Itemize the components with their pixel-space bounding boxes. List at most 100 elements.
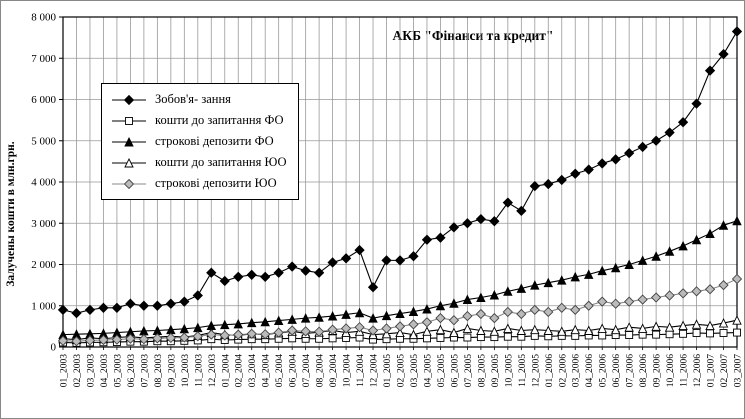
series-marker [462, 323, 473, 333]
series-marker [718, 318, 729, 328]
series-marker [300, 313, 311, 323]
series-marker [395, 327, 405, 338]
series-marker [597, 158, 608, 169]
series-marker [422, 326, 432, 336]
series-marker [624, 259, 634, 269]
series-marker [476, 325, 486, 335]
series-marker [583, 269, 594, 279]
series-marker [650, 292, 662, 303]
series-marker [206, 267, 217, 278]
x-tick-label: 08_2005 [477, 354, 487, 388]
series-marker [624, 322, 634, 332]
series-marker [138, 334, 150, 345]
series-marker [652, 330, 661, 339]
legend-sample-svg [112, 136, 146, 146]
series-marker [489, 290, 500, 300]
series-marker [597, 265, 607, 276]
series-marker [354, 307, 365, 318]
series-marker [516, 308, 527, 320]
legend-label: Зобов'я- зання [155, 92, 231, 106]
series-marker [138, 300, 150, 311]
x-tick-label: 01_2007 [707, 354, 717, 388]
series-marker [462, 294, 473, 305]
legend-sample-marker [124, 136, 134, 146]
series-marker [732, 215, 742, 226]
legend-item: строкові депозити ЮО [111, 173, 286, 194]
legend-sample-svg [112, 94, 146, 105]
chart-title: АКБ "Фінанси та кредит" [393, 28, 554, 43]
series-marker [328, 334, 337, 343]
series-marker [233, 329, 244, 340]
x-tick-label: 02_2006 [558, 354, 568, 388]
series-marker [165, 298, 176, 309]
series-marker [125, 333, 136, 344]
series-marker [287, 261, 298, 272]
series-marker [449, 298, 459, 308]
y-tick-label: 3 000 [31, 218, 56, 230]
series-marker [421, 317, 433, 328]
series-marker [651, 251, 661, 261]
series-marker [516, 205, 527, 217]
legend-label: строкові депозити ФО [155, 134, 274, 148]
series-marker [637, 323, 648, 333]
x-tick-label: 01_2004 [221, 354, 231, 388]
series-marker [718, 220, 729, 230]
series-marker [435, 312, 446, 324]
y-tick-label: 0 [51, 342, 57, 354]
series-marker [71, 336, 82, 347]
series-marker [651, 321, 661, 331]
series-marker [246, 328, 257, 339]
x-tick-label: 03_2004 [248, 354, 258, 388]
legend-item: кошти до запитання ФО [111, 110, 286, 131]
legend-sample-marker [123, 94, 135, 105]
series-marker [516, 283, 527, 293]
series-marker [260, 271, 271, 283]
series-marker [57, 304, 69, 316]
series-marker [192, 331, 203, 342]
series-marker [556, 302, 567, 313]
x-tick-label: 03_2007 [734, 354, 744, 388]
series-marker [354, 244, 365, 256]
series-marker [111, 302, 123, 313]
series-marker [421, 234, 433, 245]
series-marker [692, 329, 701, 337]
series-marker [706, 329, 714, 338]
series-marker [557, 326, 567, 336]
series-marker [435, 324, 446, 335]
series-marker [597, 296, 608, 307]
x-tick-label: 09_2006 [653, 354, 663, 388]
x-tick-label: 02_2003 [73, 354, 83, 388]
series-marker [691, 286, 702, 297]
series-marker [448, 315, 460, 326]
series-marker [610, 298, 621, 309]
x-tick-label: 10_2005 [504, 354, 514, 388]
series-marker [408, 319, 419, 330]
series-marker [664, 127, 675, 138]
chart-legend: Зобов'я- зання кошти до запитання ФО стр… [101, 83, 300, 200]
x-tick-label: 11_2004 [356, 354, 366, 387]
x-tick-label: 10_2006 [666, 354, 676, 388]
series-marker [489, 326, 500, 336]
series-marker [287, 314, 297, 324]
x-tick-label: 06_2005 [450, 354, 460, 388]
series-marker [719, 329, 728, 337]
series-marker [152, 300, 163, 311]
x-tick-label: 05_2003 [113, 354, 123, 388]
series-marker [206, 329, 217, 340]
series-marker [179, 332, 190, 343]
series-marker [731, 26, 743, 37]
series-marker [381, 255, 392, 266]
legend-item: Зобов'я- зання [111, 89, 286, 110]
series-marker [233, 271, 244, 283]
series-marker [503, 286, 513, 296]
series-marker [529, 180, 540, 192]
series-marker [273, 315, 284, 326]
series-marker [557, 275, 567, 285]
y-tick-label: 5 000 [31, 135, 56, 147]
series-marker [583, 300, 594, 311]
series-marker [84, 335, 96, 346]
x-tick-label: 03_2006 [572, 354, 582, 388]
series-marker [489, 216, 500, 227]
x-tick-label: 12_2004 [370, 354, 380, 388]
